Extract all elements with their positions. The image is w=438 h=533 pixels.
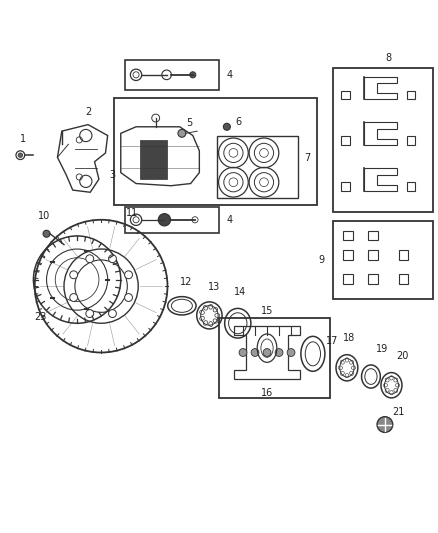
Bar [407, 136, 416, 145]
Bar [341, 91, 350, 99]
Text: 16: 16 [261, 388, 273, 398]
Circle shape [18, 153, 22, 157]
Text: 19: 19 [376, 344, 388, 354]
Circle shape [251, 349, 259, 357]
Circle shape [223, 123, 230, 130]
Text: 3: 3 [109, 170, 115, 180]
Bar [407, 182, 416, 191]
Circle shape [70, 294, 78, 302]
Circle shape [109, 310, 117, 318]
Circle shape [43, 230, 50, 237]
Circle shape [263, 349, 271, 357]
Text: 10: 10 [38, 211, 50, 221]
Bar [343, 251, 353, 260]
Bar [368, 231, 378, 240]
Circle shape [125, 294, 132, 302]
Text: 11: 11 [126, 208, 138, 218]
Text: 18: 18 [343, 333, 355, 343]
Text: 6: 6 [236, 117, 242, 126]
Circle shape [377, 417, 393, 432]
Bar [333, 68, 433, 212]
Text: 2: 2 [85, 107, 91, 117]
Bar [217, 136, 297, 198]
Circle shape [239, 349, 247, 357]
Text: 21: 21 [392, 407, 404, 417]
Bar [219, 318, 330, 398]
Text: 7: 7 [304, 153, 310, 163]
Bar [341, 182, 350, 191]
Circle shape [287, 349, 295, 357]
Text: 5: 5 [186, 118, 192, 128]
Circle shape [275, 349, 283, 357]
Bar [343, 274, 353, 284]
Text: 9: 9 [318, 255, 324, 265]
Text: 20: 20 [396, 351, 409, 360]
Bar [407, 91, 416, 99]
Circle shape [125, 271, 132, 279]
Bar [399, 251, 409, 260]
Bar [125, 207, 219, 233]
Text: 15: 15 [261, 306, 273, 316]
Text: 4: 4 [227, 70, 233, 80]
Text: 12: 12 [180, 277, 192, 287]
Bar [141, 140, 166, 179]
Text: 23: 23 [34, 312, 46, 322]
Text: 13: 13 [208, 282, 220, 292]
Text: 14: 14 [234, 287, 246, 297]
Circle shape [190, 72, 196, 78]
Bar [368, 251, 378, 260]
Bar [114, 99, 317, 205]
Circle shape [158, 214, 170, 226]
Text: 17: 17 [326, 336, 339, 346]
Circle shape [86, 310, 94, 318]
Bar [343, 231, 353, 240]
Bar [399, 274, 409, 284]
Bar [333, 221, 433, 299]
Circle shape [109, 255, 117, 263]
Bar [368, 274, 378, 284]
Bar [125, 60, 219, 90]
Circle shape [178, 130, 186, 138]
Text: 1: 1 [19, 134, 25, 143]
Text: 8: 8 [385, 53, 391, 63]
Text: 4: 4 [227, 215, 233, 225]
Circle shape [86, 255, 94, 263]
Bar [341, 136, 350, 145]
Circle shape [70, 271, 78, 279]
